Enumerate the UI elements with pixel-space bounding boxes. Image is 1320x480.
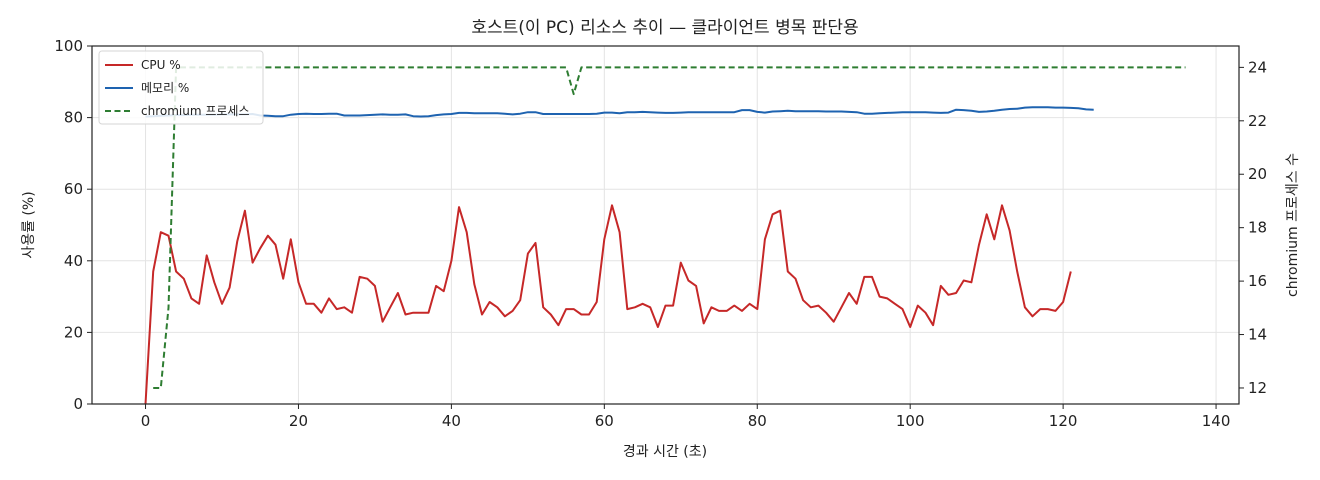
y-tick-label: 40	[64, 252, 83, 270]
y2-tick-label: 16	[1248, 272, 1267, 290]
y2-tick-label: 14	[1248, 326, 1267, 344]
series-layer	[144, 66, 1186, 405]
x-tick-label: 40	[442, 412, 461, 430]
series-line-2	[153, 66, 1186, 389]
y-tick-label: 100	[54, 37, 83, 55]
x-tick-label: 100	[896, 412, 925, 430]
chart-title: 호스트(이 PC) 리소스 추이 — 클라이언트 병목 판단용	[471, 18, 858, 38]
y2-tick-label: 22	[1248, 112, 1267, 130]
y-tick-label: 0	[73, 395, 83, 413]
x-tick-label: 20	[289, 412, 308, 430]
y2-tick-label: 12	[1248, 379, 1267, 397]
x-tick-label: 60	[595, 412, 614, 430]
axis-layer: 0 20 40 60 80 100 120 140 0 20 40 60 80 100 12 14 16 18 20…	[54, 37, 1267, 430]
legend-box	[98, 50, 264, 125]
y2-tick-label: 18	[1248, 219, 1267, 237]
x-axis-label: 경과 시간 (초)	[623, 444, 707, 460]
y-tick-label: 60	[64, 180, 83, 198]
y-axis-label: 사용률 (%)	[21, 191, 37, 258]
x-tick-label: 0	[141, 412, 151, 430]
legend-label: 메모리 %	[141, 81, 189, 95]
y-tick-label: 20	[64, 323, 83, 341]
series-line-1	[145, 106, 1094, 118]
y2-tick-label: 20	[1248, 165, 1267, 183]
x-tick-label: 80	[748, 412, 767, 430]
legend: CPU % 메모리 % chromium 프로세스	[98, 50, 264, 125]
x-tick-label: 140	[1202, 412, 1231, 430]
series-line-0	[144, 204, 1072, 405]
y-tick-label: 80	[64, 109, 83, 127]
plot-frame	[91, 45, 1240, 405]
x-tick-label: 120	[1049, 412, 1078, 430]
y2-axis-label: chromium 프로세스 수	[1285, 153, 1301, 297]
legend-label: chromium 프로세스	[141, 104, 250, 118]
legend-label: CPU %	[141, 58, 181, 72]
y2-tick-label: 24	[1248, 58, 1267, 76]
